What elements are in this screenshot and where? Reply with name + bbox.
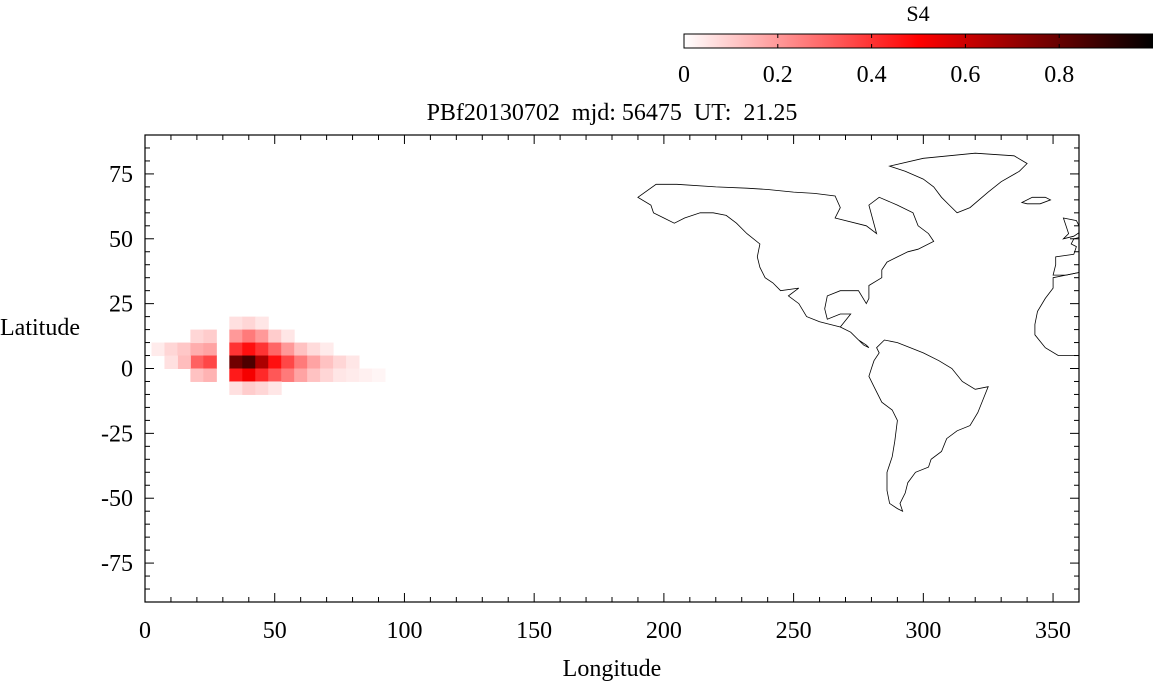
x-tick-label: 350 (1035, 618, 1071, 644)
x-tick-label: 50 (263, 618, 287, 644)
coastline-africa (1034, 272, 1079, 356)
y-axis-label: Latitude (0, 315, 80, 341)
heatmap-cell (307, 355, 321, 369)
heatmap-cell (255, 316, 269, 331)
x-axis: 0 50 100 150 200 250 300 350 (139, 135, 1080, 644)
colorbar-ticks: 0 0.2 0.4 0.6 0.8 (678, 34, 1074, 88)
heatmap-cell (307, 342, 321, 357)
coastline-britain (1062, 217, 1079, 240)
y-tick-label: 25 (109, 292, 133, 318)
heatmap-cell (255, 342, 269, 357)
y-axis: -75 -50 -25 0 25 50 75 (101, 134, 1079, 603)
coastline-eurasia (1052, 237, 1079, 276)
heatmap-cell (229, 355, 243, 369)
heatmap-cell (268, 355, 282, 369)
heatmap-cell (359, 368, 373, 382)
heatmap-cell (255, 355, 269, 369)
heatmap-cell (320, 355, 334, 369)
heatmap-cell (333, 355, 347, 369)
x-tick-label: 150 (516, 618, 552, 644)
heatmap-cell (307, 368, 321, 382)
coastline-iceland (1020, 196, 1052, 205)
heatmap-cell (190, 329, 204, 344)
heatmap-cell (294, 368, 308, 382)
heatmap-cell (229, 368, 243, 382)
heatmap-cell (372, 368, 386, 382)
x-axis-label: Longitude (563, 656, 662, 682)
heatmap-cell (294, 355, 308, 369)
x-tick-label: 300 (905, 618, 941, 644)
heatmap-cell (255, 381, 269, 395)
heatmap-cell (164, 355, 178, 369)
heatmap-cell (255, 368, 269, 382)
colorbar-tick-label: 0.2 (763, 62, 793, 88)
heatmap-cell (346, 368, 360, 382)
heatmap-cell (268, 329, 282, 344)
heatmap-cell (268, 342, 282, 357)
y-tick-label: -75 (101, 551, 133, 577)
heatmap-cell (164, 342, 178, 357)
heatmap-cell (229, 329, 243, 344)
coastline-north-america (637, 183, 935, 349)
colorbar (683, 33, 1153, 49)
y-tick-label: 50 (109, 227, 133, 253)
x-tick-label: 200 (646, 618, 682, 644)
heatmap-cell (203, 355, 217, 369)
heatmap-cell (294, 342, 308, 357)
coastline-south-america (868, 339, 989, 512)
colorbar-label: S4 (906, 1, 929, 26)
heatmap-cell (346, 355, 360, 369)
heatmap-cell (242, 342, 256, 357)
heatmap-cell (203, 368, 217, 382)
heatmap-cell (177, 355, 191, 369)
heatmap-cell (242, 329, 256, 344)
heatmap-cell (229, 381, 243, 395)
colorbar-tick-label: 0.6 (950, 62, 980, 88)
x-tick-label: 100 (386, 618, 422, 644)
heatmap-cell (151, 342, 165, 357)
y-tick-label: 0 (121, 357, 133, 383)
s4-heatmap (151, 316, 386, 395)
y-tick-label: -50 (101, 486, 133, 512)
heatmap-cell (333, 368, 347, 382)
heatmap-cell (281, 342, 295, 357)
heatmap-cell (320, 368, 334, 382)
colorbar-tick-label: 0.4 (857, 62, 887, 88)
coastline-antarctica (1079, 535, 1153, 577)
x-tick-label: 0 (139, 618, 151, 644)
heatmap-cell (268, 381, 282, 395)
heatmap-cell (203, 329, 217, 344)
heatmap-cell (281, 329, 295, 344)
heatmap-cell (229, 342, 243, 357)
heatmap-cell (281, 368, 295, 382)
chart-title: PBf20130702 mjd: 56475 UT: 21.25 (427, 100, 798, 126)
heatmap-cell (255, 329, 269, 344)
coastlines (637, 152, 1153, 577)
heatmap-cell (281, 355, 295, 369)
heatmap-cell (177, 342, 191, 357)
heatmap-cell (242, 355, 256, 369)
heatmap-cell (320, 342, 334, 357)
heatmap-cell (190, 342, 204, 357)
heatmap-cell (203, 342, 217, 357)
colorbar-tick-label: 0.8 (1044, 62, 1074, 88)
heatmap-cell (190, 368, 204, 382)
x-tick-label: 250 (776, 618, 812, 644)
heatmap-cell (229, 316, 243, 331)
heatmap-cell (242, 368, 256, 382)
colorbar-tick-label: 0 (678, 62, 690, 88)
heatmap-cell (190, 355, 204, 369)
y-tick-label: -25 (101, 421, 133, 447)
coastline-greenland (888, 152, 1028, 214)
heatmap-cell (268, 368, 282, 382)
heatmap-cell (242, 316, 256, 331)
heatmap-cell (242, 381, 256, 395)
y-tick-label: 75 (109, 162, 133, 188)
